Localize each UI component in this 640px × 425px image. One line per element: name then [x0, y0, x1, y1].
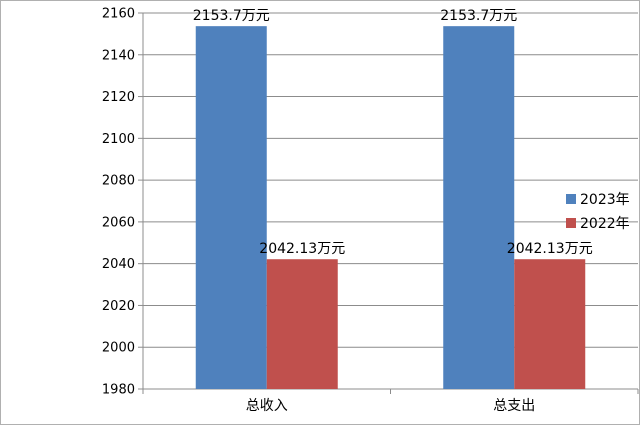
- legend: 2023年 2022年: [566, 192, 630, 232]
- y-tick-label: 2000: [102, 341, 135, 356]
- y-tick-label: 2020: [102, 299, 135, 314]
- y-tick-label: 2120: [102, 90, 135, 105]
- y-tick-label: 2080: [102, 174, 135, 189]
- bar-series-b: [266, 259, 338, 389]
- y-tick-label: 2060: [102, 215, 135, 230]
- x-category-label: 总支出: [493, 398, 535, 414]
- legend-label: 2022年: [580, 216, 630, 232]
- bar-series-a: [195, 26, 267, 389]
- bars: [195, 26, 586, 389]
- data-label: 2042.13万元: [507, 241, 593, 257]
- y-tick-label: 1980: [102, 383, 135, 398]
- y-tick-label: 2040: [102, 257, 135, 272]
- data-label: 2042.13万元: [259, 241, 345, 257]
- y-tick-label: 2100: [102, 132, 135, 147]
- bar-series-b: [514, 259, 586, 389]
- y-tick-label: 2160: [102, 7, 135, 22]
- bar-series-a: [443, 26, 515, 389]
- y-tick-label: 2140: [102, 48, 135, 63]
- x-category-label: 总收入: [246, 398, 288, 414]
- legend-label: 2023年: [580, 192, 630, 208]
- data-label: 2153.7万元: [193, 8, 270, 24]
- data-label: 2153.7万元: [440, 8, 517, 24]
- legend-swatch: [566, 194, 576, 204]
- data-labels: 2153.7万元 2042.13万元 2153.7万元 2042.13万元: [193, 8, 593, 257]
- legend-swatch: [566, 218, 576, 228]
